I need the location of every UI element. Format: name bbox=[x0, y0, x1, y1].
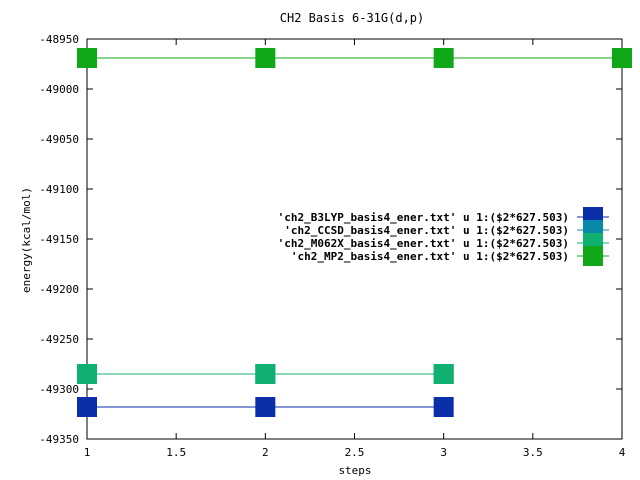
data-point bbox=[433, 364, 454, 384]
y-tick-label: -49300 bbox=[39, 383, 79, 396]
series-3 bbox=[77, 48, 632, 68]
x-tick-label: 2.5 bbox=[345, 446, 365, 459]
legend: 'ch2_B3LYP_basis4_ener.txt' u 1:($2*627.… bbox=[278, 207, 609, 266]
legend-label: 'ch2_M062X_basis4_ener.txt' u 1:($2*627.… bbox=[278, 237, 569, 250]
series-layer bbox=[77, 48, 632, 417]
data-point bbox=[433, 397, 454, 417]
chart-title: CH2 Basis 6-31G(d,p) bbox=[280, 11, 425, 25]
x-tick-label: 1 bbox=[84, 446, 91, 459]
y-tick-label: -49150 bbox=[39, 233, 79, 246]
data-point bbox=[612, 48, 632, 68]
y-tick-label: -49250 bbox=[39, 333, 79, 346]
data-point bbox=[77, 48, 97, 68]
x-tick-label: 3 bbox=[440, 446, 447, 459]
x-tick-label: 3.5 bbox=[523, 446, 543, 459]
legend-label: 'ch2_B3LYP_basis4_ener.txt' u 1:($2*627.… bbox=[278, 211, 569, 224]
x-tick-label: 1.5 bbox=[166, 446, 186, 459]
y-tick-label: -49050 bbox=[39, 133, 79, 146]
data-point bbox=[77, 364, 97, 384]
data-point bbox=[255, 364, 276, 384]
x-tick-label: 2 bbox=[262, 446, 269, 459]
legend-label: 'ch2_MP2_basis4_ener.txt' u 1:($2*627.50… bbox=[291, 250, 569, 263]
x-axis-label: steps bbox=[338, 464, 371, 477]
series-2 bbox=[77, 364, 454, 384]
x-tick-label: 4 bbox=[619, 446, 626, 459]
legend-label: 'ch2_CCSD_basis4_ener.txt' u 1:($2*627.5… bbox=[284, 224, 569, 237]
y-tick-label: -49350 bbox=[39, 433, 79, 446]
y-tick-label: -48950 bbox=[39, 33, 79, 46]
y-tick-label: -49000 bbox=[39, 83, 79, 96]
data-point bbox=[77, 397, 97, 417]
series-0 bbox=[77, 397, 454, 417]
legend-marker bbox=[583, 246, 603, 266]
y-tick-label: -49100 bbox=[39, 183, 79, 196]
y-tick-label: -49200 bbox=[39, 283, 79, 296]
data-point bbox=[433, 48, 454, 68]
y-axis-label: energy(kcal/mol) bbox=[20, 187, 33, 293]
data-point bbox=[255, 48, 276, 68]
data-point bbox=[255, 397, 276, 417]
axes: 1 1.5 2 2.5 3 3.5 4 -48950 -49000 -49050 -49100 -49… bbox=[39, 33, 625, 459]
